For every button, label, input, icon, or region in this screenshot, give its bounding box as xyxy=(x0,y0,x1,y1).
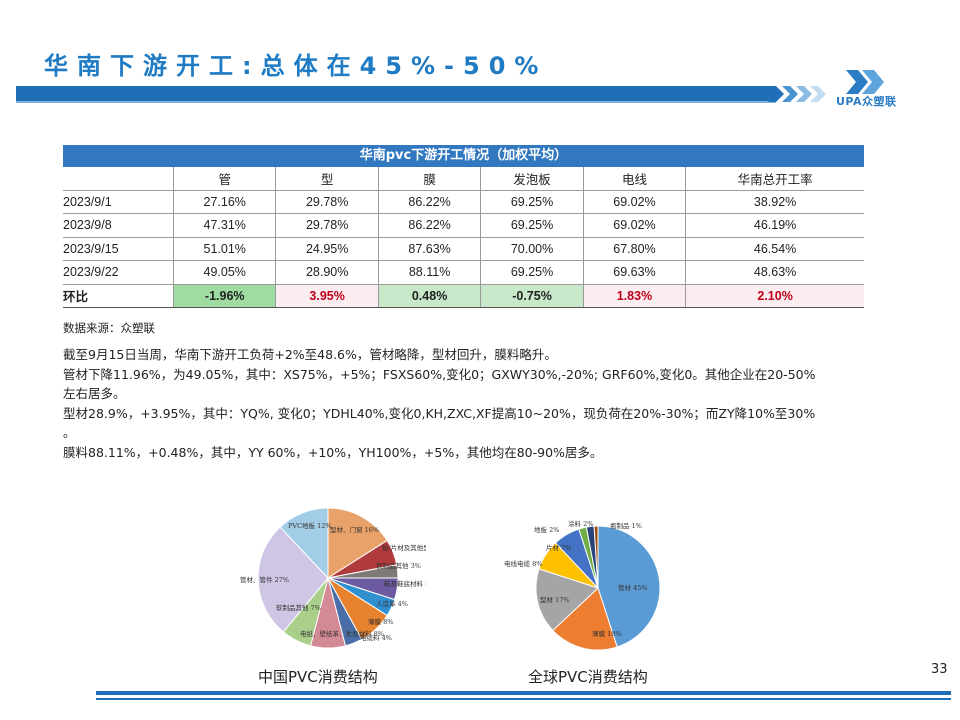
table-header-cell: 膜 xyxy=(378,167,482,191)
pie-slice-label: 软制品其他 7% xyxy=(276,603,321,612)
change-cell: 3.95% xyxy=(275,284,379,308)
change-cell: 2.10% xyxy=(685,284,864,308)
table-cell: 48.63% xyxy=(685,260,864,285)
pie-slice-label: 人造革 4% xyxy=(376,599,408,608)
pie-slice xyxy=(593,525,599,589)
table-header-cell: 型 xyxy=(275,167,379,191)
table-cell: 49.05% xyxy=(173,260,277,285)
pie-slice-label: 片材 7% xyxy=(546,543,571,552)
table-cell: 87.63% xyxy=(378,237,482,261)
table-cell: 2023/9/8 xyxy=(63,213,174,238)
page-number: 33 xyxy=(931,662,948,677)
pie-slice-label: 管材、管件 27% xyxy=(240,575,289,584)
table-cell: 46.19% xyxy=(685,213,864,238)
table-cell: 29.78% xyxy=(275,190,379,214)
table-cell: 70.00% xyxy=(480,237,584,261)
change-cell: 1.83% xyxy=(583,284,687,308)
pie-slice-label: 瓶制品 1% xyxy=(610,521,642,530)
commentary-line: 膜料88.11%，+0.48%，其中，YY 60%，+10%，YH100%，+5… xyxy=(63,444,603,460)
table-cell: 86.22% xyxy=(378,190,482,214)
pie-slice-label: 电缆料 4% xyxy=(360,633,392,642)
pie-slice xyxy=(597,525,661,648)
table-title: 华南pvc下游开工情况（加权平均） xyxy=(63,145,864,167)
upa-logo-icon xyxy=(846,70,884,94)
change-cell: 0.48% xyxy=(378,284,482,308)
table-cell: 69.63% xyxy=(583,260,687,285)
table-cell: 46.54% xyxy=(685,237,864,261)
table-cell: 51.01% xyxy=(173,237,277,261)
table-cell: 29.78% xyxy=(275,213,379,238)
operating-rate-table: 管 型 膜 发泡板 电线 华南总开工率 2023/9/1 27.16% 29.7… xyxy=(63,167,864,308)
table-cell: 2023/9/22 xyxy=(63,260,174,285)
pie-slice-label: 管材 45% xyxy=(618,583,648,592)
footer-bar xyxy=(96,691,951,695)
table-cell: 69.02% xyxy=(583,213,687,238)
global-pie-caption: 全球PVC消费结构 xyxy=(528,668,648,686)
change-label: 环比 xyxy=(63,284,174,308)
change-cell: -1.96% xyxy=(173,284,277,308)
pie-slice-label: PVC地板 12% xyxy=(288,521,332,530)
global-pvc-pie-chart: 管材 45% 薄膜 18% 型材 17% 电线电缆 8% 片材 7% 地板 2% 涂料 2%… xyxy=(504,519,661,651)
table-cell: 88.11% xyxy=(378,260,482,285)
pie-slice xyxy=(535,568,599,632)
title-underline-thin xyxy=(16,101,776,103)
commentary-line: 截至9月15日当周，华南下游开工负荷+2%至48.6%，管材略降，型材回升，膜料… xyxy=(63,347,557,362)
commentary-line: 管材下降11.96%，为49.05%，其中：XS75%，+5%；FSXS60%,… xyxy=(63,366,816,382)
table-cell: 67.80% xyxy=(583,237,687,261)
commentary-line: 型材28.9%，+3.95%，其中：YQ%, 变化0；YDHL40%,变化0,K… xyxy=(63,405,816,421)
pie-slice xyxy=(279,507,329,580)
change-cell: -0.75% xyxy=(480,284,584,308)
pie-slice-label: 地板 2% xyxy=(534,525,559,534)
pie-slice-label: 型材 17% xyxy=(540,595,570,604)
table-cell: 28.90% xyxy=(275,260,379,285)
pie-slice-label: 薄膜 8% xyxy=(368,617,393,626)
china-pvc-pie-chart: 型材、门窗 16%板/片材及其他型材 6% 管制品其他 3% 鞋及鞋底材料 5% 人造… xyxy=(240,507,426,649)
table-cell: 69.02% xyxy=(583,190,687,214)
table-row: 2023/9/1 27.16% 29.78% 86.22% 69.25% 69.… xyxy=(63,190,864,214)
table-cell: 38.92% xyxy=(685,190,864,214)
table-cell: 69.25% xyxy=(480,190,584,214)
slide-title: 华南下游开工:总体在45%-50% xyxy=(44,52,548,80)
commentary-line: 左右居多。 xyxy=(63,386,126,401)
commentary-block: 截至9月15日当周，华南下游开工负荷+2%至48.6%，管材略降，型材回升，膜料… xyxy=(63,345,873,462)
pie-slice xyxy=(552,587,618,651)
pie-slice-label: 涂料 2% xyxy=(568,519,593,528)
footer-bar-thin xyxy=(96,698,951,700)
pie-slice-label: 鞋及鞋底材料 5% xyxy=(384,579,426,588)
table-cell: 24.95% xyxy=(275,237,379,261)
pie-slice-label: 板/片材及其他型材 6% xyxy=(382,543,426,552)
pie-slice-label: 型材、门窗 16% xyxy=(330,525,379,534)
pie-slice-label: 电线电缆 8% xyxy=(504,559,542,568)
table-cell: 86.22% xyxy=(378,213,482,238)
table-row: 2023/9/8 47.31% 29.78% 86.22% 69.25% 69.… xyxy=(63,213,864,238)
table-cell: 69.25% xyxy=(480,213,584,238)
chevron-arrows-icon xyxy=(768,86,826,102)
pie-slice xyxy=(327,507,388,579)
table-header-cell: 华南总开工率 xyxy=(685,167,864,191)
table-cell: 2023/9/15 xyxy=(63,237,174,261)
pie-slice xyxy=(257,526,329,633)
table-cell: 47.31% xyxy=(173,213,277,238)
commentary-line: 。 xyxy=(63,425,76,440)
logo-wordmark: UPA众塑联 xyxy=(836,95,897,108)
table-header-row: 管 型 膜 发泡板 电线 华南总开工率 xyxy=(63,167,864,191)
china-pie-caption: 中国PVC消费结构 xyxy=(258,668,378,686)
table-row: 2023/9/22 49.05% 28.90% 88.11% 69.25% 69… xyxy=(63,260,864,285)
title-underline-bar xyxy=(16,86,776,101)
pie-slice-label: 电纸、壁纸革、发泡材料 8% xyxy=(300,629,384,638)
table-header-cell xyxy=(63,167,174,191)
table-header-cell: 电线 xyxy=(583,167,687,191)
table-cell: 2023/9/1 xyxy=(63,190,174,214)
pie-slice-label: 薄膜 18% xyxy=(592,629,622,638)
table-change-row: 环比 -1.96% 3.95% 0.48% -0.75% 1.83% 2.10% xyxy=(63,284,864,308)
pie-slice-label: 管制品其他 3% xyxy=(376,561,421,570)
table-header-cell: 发泡板 xyxy=(480,167,584,191)
table-cell: 69.25% xyxy=(480,260,584,285)
table-row: 2023/9/15 51.01% 24.95% 87.63% 70.00% 67… xyxy=(63,237,864,261)
table-cell: 27.16% xyxy=(173,190,277,214)
data-source-note: 数据来源：众塑联 xyxy=(63,321,155,335)
table-header-cell: 管 xyxy=(173,167,277,191)
